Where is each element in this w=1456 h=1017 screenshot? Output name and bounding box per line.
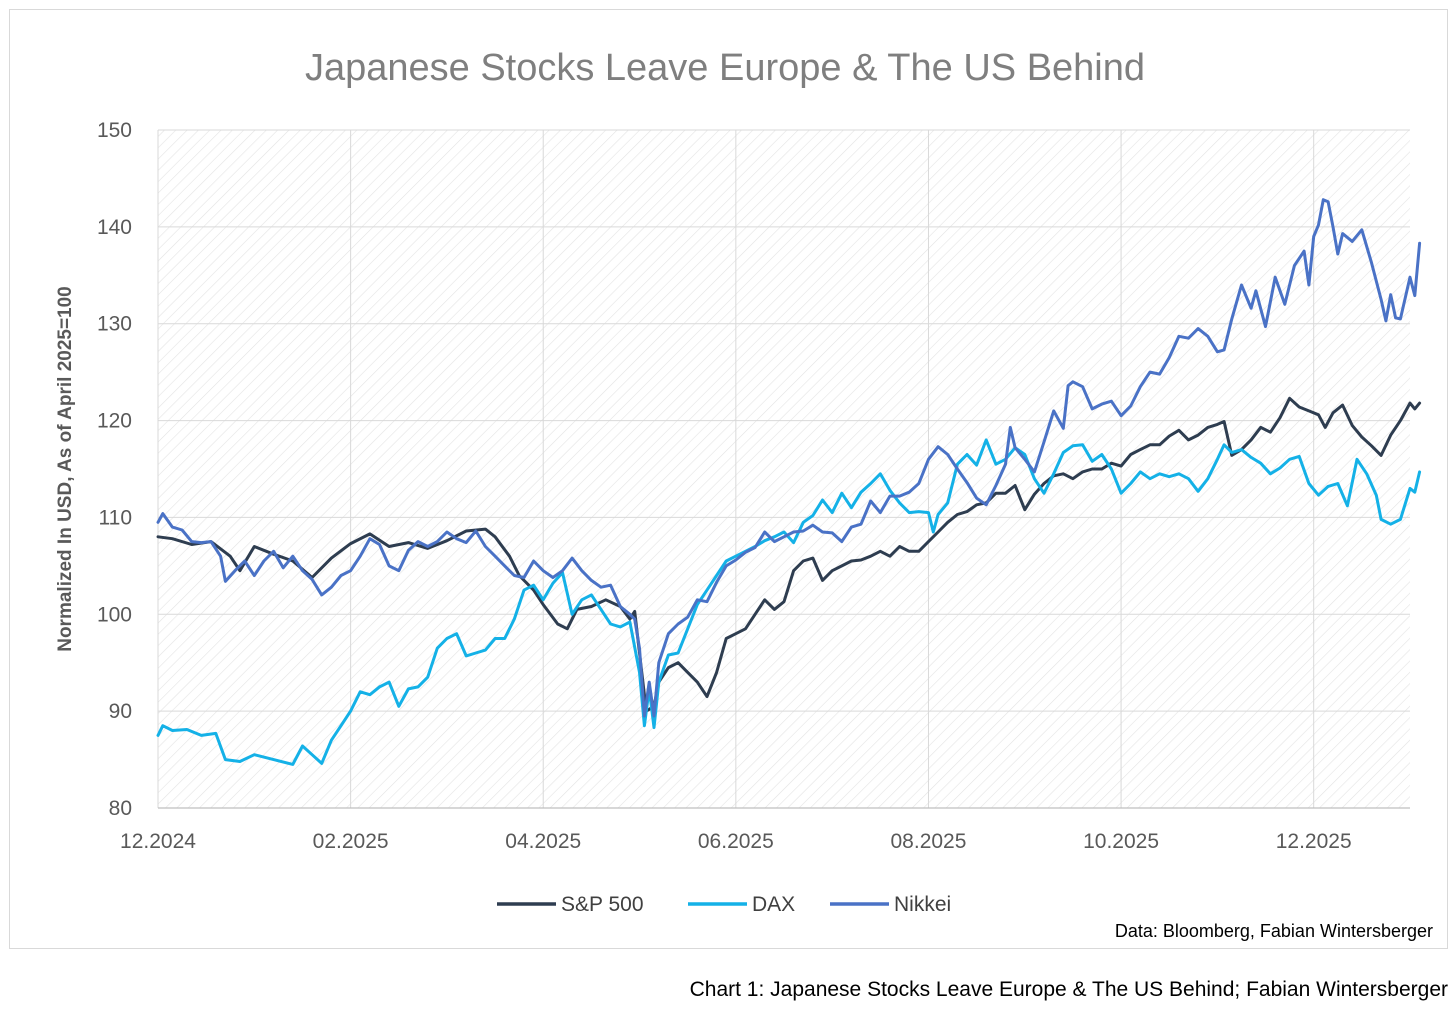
x-tick-label: 04.2025 — [505, 830, 581, 853]
y-axis-label: Normalized In USD, As of April 2025=100 — [55, 286, 76, 652]
series-lines — [156, 198, 1422, 766]
y-tick-label: 90 — [109, 700, 132, 723]
y-axis-ticks: 80 90 100 110 120 130 140 150 — [97, 119, 132, 820]
series-line-nikkei — [156, 198, 1422, 718]
x-tick-label: 06.2025 — [698, 830, 774, 853]
x-tick-label: 10.2025 — [1083, 830, 1159, 853]
x-tick-label: 12.2024 — [120, 830, 196, 853]
legend-label-nikkei: Nikkei — [894, 893, 951, 916]
y-tick-label: 80 — [109, 797, 132, 820]
source-note: Data: Bloomberg, Fabian Wintersberger — [1115, 921, 1433, 941]
x-tick-label: 08.2025 — [891, 830, 967, 853]
y-tick-label: 100 — [97, 603, 132, 626]
y-tick-label: 130 — [97, 313, 132, 336]
y-tick-label: 110 — [99, 506, 132, 529]
x-axis-ticks: 12.2024 02.2025 04.2025 06.2025 08.2025 10.20… — [120, 830, 1352, 853]
legend: S&P 500 DAX Nikkei — [497, 893, 951, 916]
figure-caption: Chart 1: Japanese Stocks Leave Europe & … — [689, 978, 1448, 1001]
series-line-sp500 — [156, 396, 1422, 713]
plot-area — [158, 130, 1410, 808]
y-tick-label: 140 — [97, 216, 132, 239]
x-tick-label: 12.2025 — [1276, 830, 1352, 853]
y-tick-label: 150 — [97, 119, 132, 142]
series-line-dax — [156, 438, 1422, 766]
x-tick-label: 02.2025 — [313, 830, 389, 853]
legend-label-dax: DAX — [752, 893, 795, 916]
chart: Japanese Stocks Leave Europe & The US Be… — [55, 47, 1433, 941]
legend-label-sp500: S&P 500 — [561, 893, 644, 916]
y-tick-label: 120 — [97, 410, 132, 433]
chart-title: Japanese Stocks Leave Europe & The US Be… — [305, 47, 1145, 89]
